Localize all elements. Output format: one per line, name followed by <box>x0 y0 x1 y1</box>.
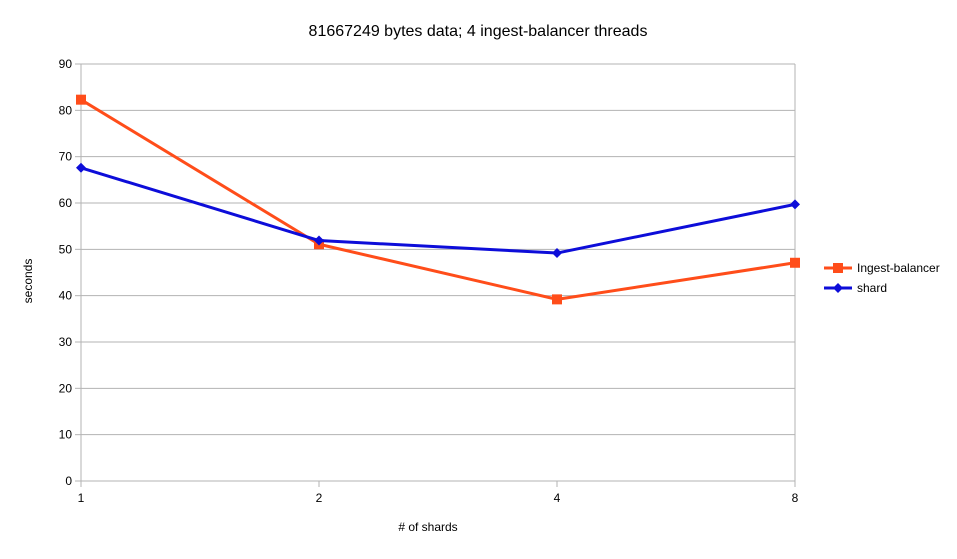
x-tick-label: 4 <box>554 491 561 505</box>
series-line <box>79 98 797 301</box>
x-tick-label: 8 <box>792 491 799 505</box>
series <box>76 94 800 305</box>
data-point <box>552 294 562 305</box>
y-tick-label: 50 <box>59 242 73 256</box>
x-tick-label: 1 <box>78 491 85 505</box>
legend: Ingest-balancer shard <box>824 261 940 295</box>
data-point <box>76 162 86 173</box>
y-tick-label: 80 <box>59 103 73 117</box>
y-tick-label: 60 <box>59 196 73 210</box>
y-tick-label: 70 <box>59 150 73 164</box>
y-tick-label: 20 <box>59 381 73 395</box>
legend-marker <box>833 283 843 293</box>
data-point <box>76 94 86 105</box>
legend-label: shard <box>857 281 887 295</box>
data-point <box>552 248 562 259</box>
data-point <box>790 257 800 268</box>
y-tick-label: 10 <box>59 428 73 442</box>
data-point <box>790 199 800 210</box>
legend-label: Ingest-balancer <box>857 261 940 275</box>
y-tick-label: 30 <box>59 335 73 349</box>
y-tick-label: 0 <box>65 474 72 488</box>
series-line <box>79 166 797 255</box>
legend-marker <box>833 263 843 273</box>
legend-item: shard <box>824 281 887 295</box>
x-tick-label: 2 <box>316 491 323 505</box>
legend-item: Ingest-balancer <box>824 261 940 275</box>
data-point <box>314 235 324 246</box>
y-axis-label: seconds <box>21 259 35 304</box>
series-shard <box>76 162 800 259</box>
x-axis-label: # of shards <box>398 520 457 534</box>
chart-title: 81667249 bytes data; 4 ingest-balancer t… <box>309 23 648 40</box>
y-tick-label: 40 <box>59 289 73 303</box>
y-tick-label: 90 <box>59 57 73 71</box>
axes: 0 10 20 30 40 50 60 70 80 90 1 2 4 8 <box>59 57 799 505</box>
